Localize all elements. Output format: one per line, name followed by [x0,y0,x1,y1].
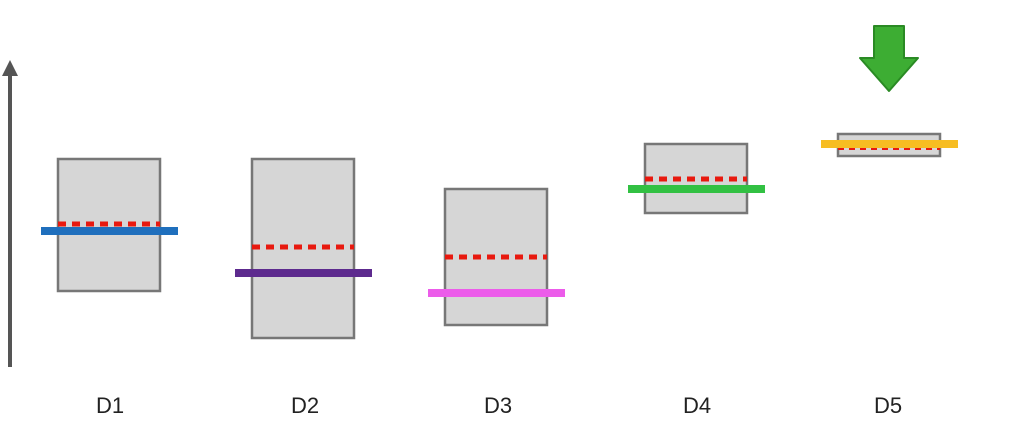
bar-d3 [428,187,565,327]
label-d5: D5 [873,393,903,418]
bar-d1 [41,157,178,293]
bar-d4 [628,142,765,215]
label-d1: D1 [95,393,125,418]
label-d2: D2 [290,393,320,418]
bar-d5 [821,132,958,158]
label-d4: D4 [682,393,712,418]
vertical-axis [2,60,18,367]
bar-d2 [235,157,372,340]
down-arrow-icon [859,25,919,92]
label-d3: D3 [483,393,513,418]
axis-arrowhead-icon [2,60,18,76]
